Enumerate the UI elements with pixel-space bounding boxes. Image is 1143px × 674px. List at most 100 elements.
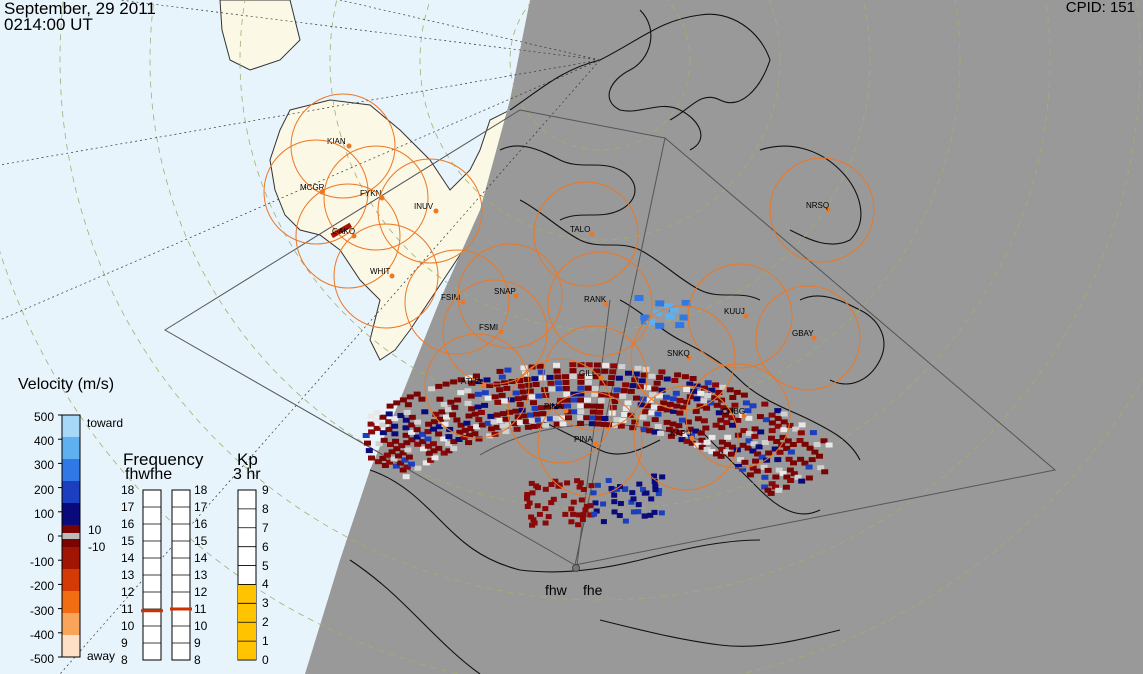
- scatter-cell: [584, 379, 592, 385]
- scatter-cell: [744, 445, 752, 451]
- scatter-cell: [582, 507, 589, 513]
- scatter-cell: [697, 390, 705, 396]
- scatter-cell: [473, 424, 481, 430]
- scatter-cell: [775, 487, 783, 493]
- plot-time: 0214:00 UT: [4, 15, 93, 34]
- scatter-cell: [399, 450, 407, 456]
- frequency-tick-label: 15: [121, 534, 135, 548]
- scatter-cell: [330, 222, 353, 239]
- scatter-cell: [708, 434, 716, 440]
- scatter-cell: [698, 444, 706, 450]
- station-marker: [319, 189, 325, 195]
- scatter-cell: [646, 428, 654, 434]
- scatter-cell: [424, 443, 432, 449]
- station-marker: [811, 335, 817, 341]
- scatter-cell: [402, 417, 410, 423]
- scatter-cell: [670, 408, 678, 414]
- scatter-cell: [440, 436, 448, 442]
- scatter-cell: [397, 460, 405, 466]
- scatter-cell: [774, 423, 782, 429]
- scatter-cell: [683, 387, 691, 392]
- scatter-cell: [432, 411, 440, 417]
- radar-label-fhe: fhe: [583, 582, 603, 598]
- station-label: MCGR: [300, 183, 325, 192]
- scatter-cell: [519, 389, 527, 395]
- scatter-cell: [761, 484, 769, 490]
- scatter-cell: [526, 388, 534, 394]
- scatter-cell: [524, 504, 531, 509]
- scatter-cell: [624, 400, 632, 406]
- scatter-cell: [381, 463, 389, 468]
- scatter-cell: [511, 421, 519, 427]
- scatter-cell: [568, 519, 575, 525]
- scatter-cell: [655, 300, 665, 307]
- scatter-cell: [677, 430, 685, 436]
- scatter-cell: [435, 445, 443, 451]
- scatter-cell: [640, 372, 648, 378]
- scatter-cell: [704, 380, 712, 386]
- scatter-cell: [533, 411, 541, 417]
- scatter-cell: [429, 441, 437, 447]
- scatter-cell: [392, 438, 400, 444]
- scatter-cell: [663, 419, 671, 425]
- station-fov-circle: [442, 279, 548, 385]
- scatter-cell: [641, 513, 648, 519]
- station-label: KAPU: [670, 429, 692, 438]
- scatter-cell: [457, 422, 465, 428]
- scatter-cell: [741, 459, 749, 465]
- scatter-cell: [728, 415, 736, 421]
- scatter-cell: [561, 493, 568, 499]
- scatter-cell: [606, 422, 614, 428]
- scatter-cell: [639, 414, 647, 420]
- scatter-cell: [526, 500, 533, 506]
- scatter-cell: [629, 383, 637, 389]
- scatter-cell: [657, 430, 665, 436]
- scatter-cell: [379, 455, 387, 461]
- scatter-cell: [651, 479, 658, 484]
- scatter-cell: [809, 430, 817, 436]
- scatter-cell: [637, 402, 645, 408]
- scatter-cell: [609, 369, 617, 375]
- scatter-cell: [559, 421, 567, 427]
- scatter-cell: [496, 387, 504, 393]
- scatter-cell: [621, 487, 628, 492]
- scatter-cell: [430, 426, 438, 432]
- scatter-cell: [774, 408, 782, 414]
- scatter-cell: [570, 499, 577, 505]
- scatter-cell: [679, 405, 687, 411]
- scatter-cell: [484, 420, 492, 426]
- cpid-label: CPID: 151: [1065, 0, 1135, 16]
- scatter-cell: [733, 447, 741, 453]
- scatter-cell: [498, 374, 506, 380]
- night-shadow: [305, 0, 1143, 674]
- scatter-cell: [700, 398, 708, 404]
- scatter-cell: [686, 426, 694, 432]
- scatter-cell: [745, 415, 753, 421]
- scatter-cell: [468, 380, 476, 386]
- scatter-cell: [421, 409, 429, 415]
- scatter-cell: [772, 474, 780, 480]
- scatter-cell: [728, 451, 735, 457]
- scatter-cell: [441, 421, 449, 427]
- scatter-cell: [552, 478, 559, 484]
- scatter-cell: [513, 426, 521, 432]
- station-fov-circle: [404, 249, 510, 355]
- scatter-cell: [820, 438, 828, 444]
- velocity-tick-label: -300: [29, 603, 54, 618]
- scatter-cell: [488, 426, 496, 432]
- scatter-cell: [643, 421, 651, 427]
- scatter-cell: [723, 449, 731, 455]
- station-marker: [513, 293, 519, 299]
- scatter-cell: [414, 465, 422, 471]
- scatter-cell: [652, 487, 659, 493]
- scatter-cell: [413, 427, 421, 433]
- scatter-cell: [403, 440, 411, 446]
- frequency-tick-label: 12: [121, 585, 135, 599]
- station-marker: [460, 299, 466, 305]
- scatter-cell: [754, 451, 762, 457]
- station-fov-circle: [533, 181, 639, 287]
- scatter-cell: [465, 375, 473, 381]
- scatter-cell: [584, 385, 592, 391]
- scatter-cell: [768, 412, 776, 418]
